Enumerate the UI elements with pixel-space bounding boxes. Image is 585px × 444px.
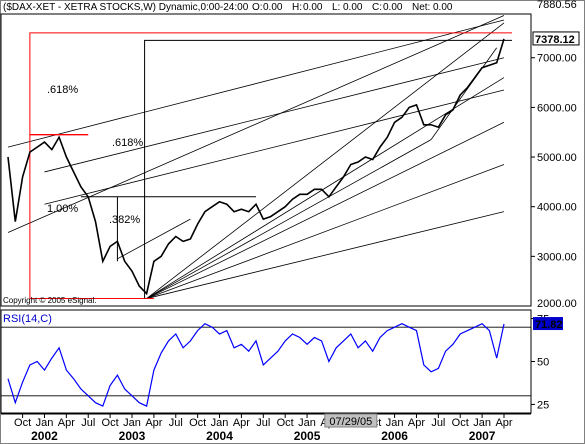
time-tick-label: Jan: [298, 417, 316, 429]
time-tick-label: Apr: [145, 417, 162, 429]
ohlc-value: 0.00: [383, 2, 403, 13]
rsi-last-box: [533, 317, 563, 331]
ohlc-value: 0.00: [263, 2, 283, 13]
price-extreme-label: 7880.56: [537, 0, 577, 11]
rsi-panel: [0, 309, 532, 414]
ohlc-label: H:: [292, 2, 302, 13]
time-tick-label: Jul: [256, 417, 270, 429]
time-tick-label: Jul: [169, 417, 183, 429]
trendline: [44, 57, 505, 173]
ohlc-value: 0.00: [343, 2, 363, 13]
year-label: 2005: [294, 429, 321, 443]
last-price-box: [532, 31, 580, 46]
fib-annotation: .618%: [112, 137, 143, 149]
time-tick-label: Oct: [14, 417, 31, 429]
time-tick-label: Oct: [102, 417, 119, 429]
rsi-tick-label: 50: [537, 357, 549, 369]
price-tick-label: 5000.00: [537, 152, 577, 164]
time-tick-label: Jul: [81, 417, 95, 429]
year-label: 2002: [31, 429, 58, 443]
time-axis: Oct Jan Apr Jul Oct Jan Apr Jul Oct Jan Apr Jul Oct J…: [1, 413, 531, 443]
rsi-last-value-label: 71.82: [533, 317, 563, 331]
fib-box-red: [29, 32, 512, 299]
time-tick-label: Jan: [211, 417, 229, 429]
time-tick-label: Oct: [189, 417, 206, 429]
ohlc-value: 0.00: [303, 2, 323, 13]
chart-annotations: .618% .618% 1.00% .382%: [47, 84, 143, 226]
price-extreme-label: 2000.00: [537, 298, 577, 310]
rsi-title: RSI(14,C): [3, 313, 52, 325]
time-tick-label: Oct: [277, 417, 294, 429]
copyright-notice: Copyright © 2005 eSignal.: [3, 296, 97, 305]
trendline: [7, 19, 505, 148]
year-label: 2006: [381, 429, 408, 443]
time-tick-label: Apr: [233, 417, 250, 429]
trendline: [146, 121, 505, 299]
year-label: 2007: [469, 429, 496, 443]
time-tick-label: Apr: [408, 417, 425, 429]
trendline: [146, 139, 432, 299]
trendline: [146, 164, 505, 299]
chart-header-title: ($DAX-XET - XETRA STOCKS,W) Dynamic,0:00…: [3, 2, 249, 13]
last-price-value: 7378.12: [535, 34, 575, 46]
price-tick-label: 4000.00: [537, 202, 577, 214]
rsi-reference-lines: [1, 318, 535, 405]
time-tick-label: Jan: [473, 417, 491, 429]
time-tick-label: Jul: [431, 417, 445, 429]
price-panel: [0, 13, 532, 307]
rsi-tick-label: 25: [537, 399, 549, 411]
trendline: [146, 22, 505, 299]
rsi-last-value: 71.82: [535, 319, 563, 331]
trendline: [117, 218, 191, 260]
ohlc-label: Net:: [412, 2, 430, 13]
ohlc-label: O:: [252, 2, 263, 13]
fib-annotation: .382%: [109, 214, 140, 226]
time-tick-label: Oct: [452, 417, 469, 429]
price-tick-label: 7000.00: [537, 53, 577, 65]
last-price-label: 7378.12: [532, 31, 580, 46]
rsi-series-line: [7, 322, 505, 407]
ohlc-label: L:: [332, 2, 340, 13]
trendline: [146, 77, 505, 299]
year-label: 2003: [119, 429, 146, 443]
year-label: 2004: [206, 429, 233, 443]
price-y-axis: 3000.00 4000.00 5000.00 6000.00 7000.00 2000.…: [537, 0, 577, 310]
cursor-date-box: [324, 413, 378, 428]
price-tick-label: 3000.00: [537, 251, 577, 263]
trendline: [44, 89, 505, 205]
fib-annotation: .618%: [47, 84, 78, 96]
trendline: [146, 211, 505, 299]
price-gridlines: [7, 15, 535, 300]
price-series-line: [7, 38, 505, 296]
time-tick-label: Apr: [495, 417, 512, 429]
time-tick-label: Jan: [386, 417, 404, 429]
fib-box-black: [144, 39, 512, 299]
time-tick-label: Jan: [36, 417, 54, 429]
time-tick-label: Apr: [58, 417, 75, 429]
time-tick-label: Jan: [123, 417, 141, 429]
ohlc-readout: O: 0.00 H: 0.00 L: 0.00 C: 0.00 Net: 0.00: [252, 2, 453, 13]
price-tick-label: 6000.00: [537, 102, 577, 114]
trendline: [430, 47, 498, 140]
ohlc-label: C:: [372, 2, 382, 13]
ohlc-value: 0.00: [433, 2, 453, 13]
cursor-date-label: 07/29/05: [329, 416, 372, 428]
fib-annotation: 1.00%: [47, 203, 78, 215]
